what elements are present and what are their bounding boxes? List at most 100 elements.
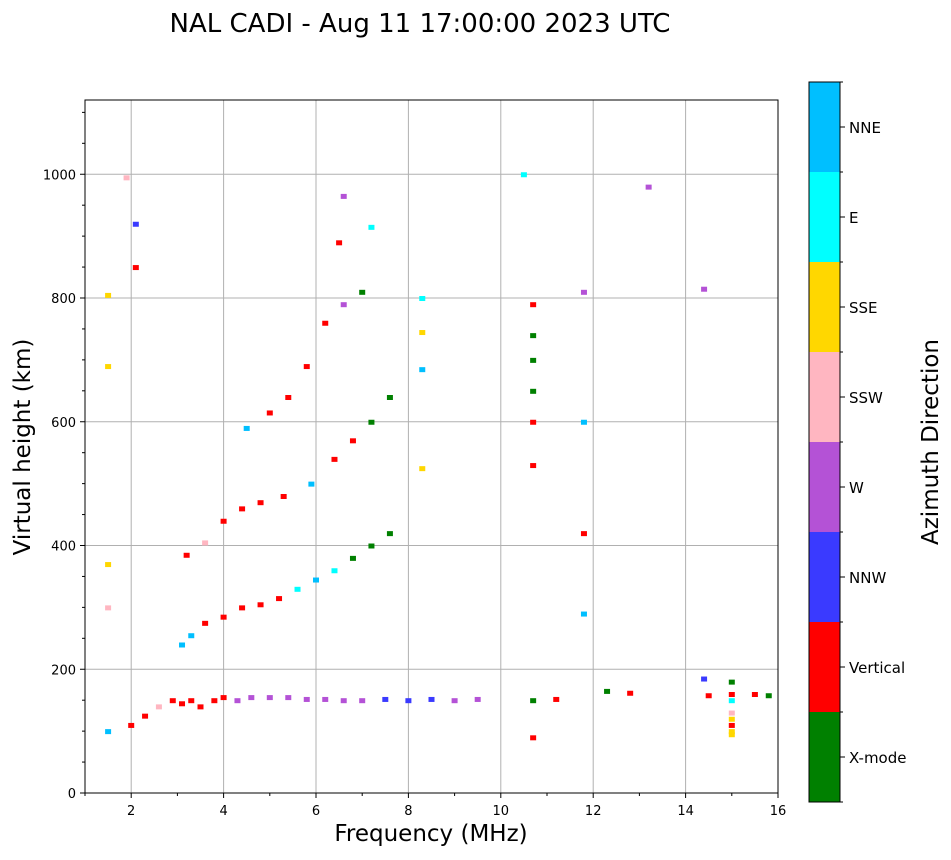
data-points-layer [105, 172, 772, 741]
data-point [530, 302, 537, 308]
x-tick-label: 6 [312, 804, 320, 819]
colorbar-tick-label: E [849, 209, 858, 227]
data-point [220, 614, 227, 620]
colorbar-tick-label: X-mode [849, 749, 906, 767]
data-point [530, 419, 537, 425]
x-tick-label: 4 [219, 804, 227, 819]
data-point [202, 620, 209, 626]
data-point [340, 302, 347, 308]
data-point [169, 698, 176, 704]
data-point [257, 602, 264, 608]
data-point [331, 568, 338, 574]
data-point [728, 710, 735, 716]
data-point [239, 605, 246, 611]
colorbar-tick-label: SSE [849, 299, 878, 317]
data-point [728, 729, 735, 735]
data-point [728, 722, 735, 728]
colorbar-frame [808, 81, 841, 803]
data-point [179, 642, 186, 648]
data-point [627, 690, 634, 696]
data-point [701, 286, 708, 292]
colorbar-segment [809, 172, 840, 262]
data-point [359, 698, 366, 704]
data-point [405, 698, 412, 704]
data-point [382, 696, 389, 702]
colorbar-tick-label: NNE [849, 119, 881, 137]
data-point [751, 692, 758, 697]
data-point [202, 540, 209, 546]
data-point [322, 320, 329, 326]
data-point [419, 330, 426, 336]
colorbar-tick-label: Vertical [849, 659, 905, 677]
grid-layer [85, 100, 779, 794]
colorbar-tick-label: W [849, 479, 864, 497]
data-point [553, 696, 560, 702]
data-point [105, 364, 112, 370]
data-point [349, 438, 356, 444]
data-point [239, 506, 246, 512]
colorbar-segment [809, 352, 840, 442]
colorbar-segment [809, 712, 840, 802]
colorbar: X-mode Vertical NNW W SSW SSE E NNE [808, 81, 906, 803]
colorbar-segment [809, 442, 840, 532]
data-point [234, 698, 241, 704]
data-point [645, 184, 652, 190]
data-point [580, 289, 587, 295]
y-tick-label: 600 [51, 416, 76, 431]
x-tick-label: 14 [677, 804, 694, 819]
data-point [419, 296, 426, 301]
data-point [428, 696, 435, 702]
data-point [183, 552, 190, 558]
colorbar-segment [809, 262, 840, 352]
data-point [530, 463, 537, 469]
data-point [105, 729, 112, 735]
data-point [530, 333, 537, 339]
data-point [266, 695, 273, 701]
y-tick-label: 800 [51, 292, 76, 307]
colorbar-tick-label: NNW [849, 569, 886, 587]
data-point [322, 696, 329, 702]
data-point [248, 695, 255, 701]
data-point [728, 679, 735, 685]
colorbar-segment [809, 532, 840, 622]
colorbar-tick-label: SSW [849, 389, 883, 407]
data-point [728, 716, 735, 722]
data-point [530, 698, 537, 704]
x-tick-label: 12 [585, 804, 602, 819]
data-point [257, 500, 264, 506]
x-tick-label: 2 [127, 804, 135, 819]
y-axis-label: Virtual height (km) [10, 339, 36, 556]
data-point [105, 562, 112, 568]
x-tick-label: 16 [770, 804, 787, 819]
data-point [132, 265, 139, 271]
data-point [294, 586, 301, 592]
data-point [123, 175, 130, 181]
data-point [728, 698, 735, 704]
colorbar-label: Azimuth Direction [918, 339, 944, 545]
x-tick-label: 8 [404, 804, 412, 819]
data-point [451, 698, 458, 704]
x-tick-label: 10 [493, 804, 510, 819]
data-point [220, 518, 227, 524]
data-point [285, 395, 292, 400]
data-point [340, 698, 347, 704]
data-point [530, 735, 537, 741]
data-point [331, 456, 338, 462]
data-point [368, 419, 375, 425]
data-point [303, 364, 310, 370]
data-point [349, 555, 356, 561]
data-point [386, 531, 393, 537]
colorbar-segment [809, 622, 840, 712]
y-tick-label: 400 [51, 540, 76, 555]
data-point [276, 596, 283, 602]
y-tick-label: 0 [68, 787, 76, 802]
data-point [765, 693, 772, 699]
data-point [142, 713, 149, 719]
data-point [128, 722, 135, 728]
data-point [266, 410, 273, 416]
data-point [220, 695, 227, 701]
data-point [336, 240, 343, 246]
data-point [580, 611, 587, 617]
data-point [604, 688, 611, 694]
chart-title: NAL CADI - Aug 11 17:00:00 2023 UTC [170, 9, 671, 39]
